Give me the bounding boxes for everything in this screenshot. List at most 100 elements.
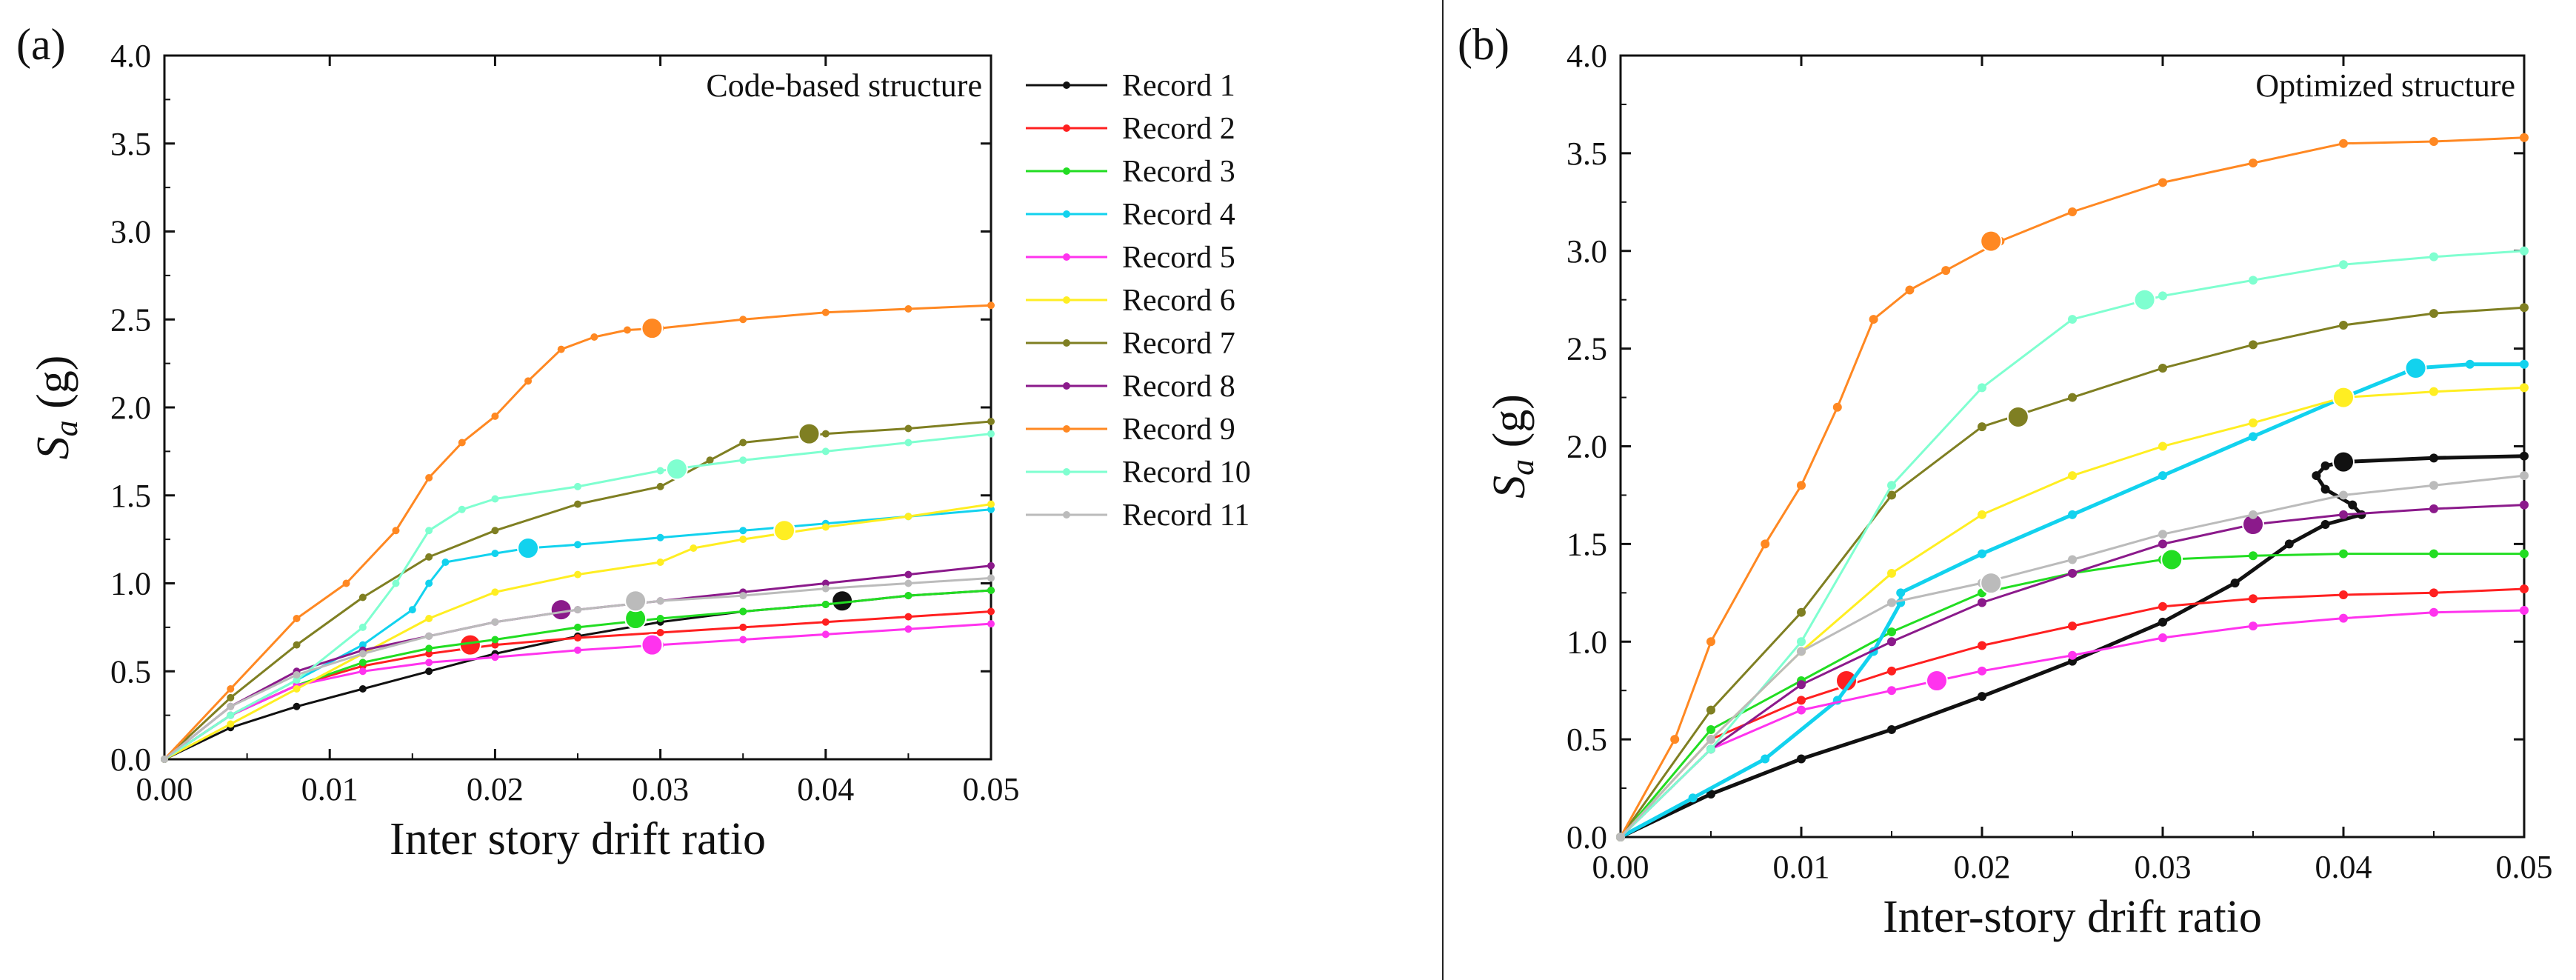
series-record-8 [161, 561, 995, 763]
data-point [2249, 551, 2258, 561]
data-point [2520, 606, 2529, 616]
legend-marker [1063, 339, 1070, 347]
data-point [2312, 471, 2321, 481]
x-axis-title: Inter-story drift ratio [1883, 892, 2262, 942]
data-point [987, 574, 995, 582]
collapse-marker [624, 590, 647, 613]
data-point [904, 424, 912, 433]
series-line [1619, 609, 2525, 839]
y-tick-label: 1.0 [1566, 624, 1607, 660]
data-point [1887, 568, 1896, 578]
y-axis-title-symbol: S [1484, 476, 1535, 499]
data-point [441, 559, 450, 566]
data-point [2230, 579, 2240, 588]
data-point [1832, 402, 1842, 412]
x-tick-label: 0.02 [467, 771, 524, 807]
x-tick-label: 0.00 [1592, 849, 1649, 885]
y-tick-label: 3.0 [1566, 233, 1607, 270]
data-point [2429, 607, 2438, 617]
data-point [2320, 461, 2330, 470]
data-point [1978, 422, 1986, 432]
x-tick-label: 0.03 [2135, 849, 2192, 885]
y-tick-label: 2.0 [1566, 429, 1607, 465]
legend-marker [1063, 167, 1070, 175]
legend-marker [1063, 81, 1070, 89]
data-point [408, 606, 416, 614]
data-point [1978, 598, 1986, 607]
data-point [574, 623, 581, 631]
data-point [2339, 260, 2348, 270]
series-line [1619, 386, 2525, 839]
data-point [2339, 139, 2348, 148]
data-point [2520, 246, 2529, 256]
series-record-7 [1616, 303, 2529, 841]
y-axis-title: Sa (g) [1484, 394, 1541, 499]
data-point [1797, 607, 1806, 617]
data-point [1797, 481, 1806, 490]
data-point [1688, 793, 1698, 803]
data-point [904, 513, 912, 521]
data-point [1896, 588, 1906, 598]
data-point [1706, 744, 1715, 754]
data-point [1797, 680, 1806, 690]
data-point [821, 447, 830, 456]
data-point [821, 601, 830, 608]
data-point [987, 561, 995, 570]
data-point [2068, 207, 2077, 216]
y-tick-label: 1.5 [1566, 526, 1607, 562]
data-point [2520, 500, 2529, 510]
series-record-6 [1616, 383, 2529, 841]
x-tick-label: 0.01 [1773, 849, 1830, 885]
y-tick-label: 0.0 [1566, 819, 1607, 856]
y-axis-title-subscript: a [48, 420, 84, 436]
data-point [2520, 471, 2529, 481]
data-point [987, 620, 995, 628]
data-point [1706, 705, 1715, 715]
structure-annotation: Optimized structure [2255, 67, 2515, 104]
data-point [2158, 530, 2167, 539]
data-point [987, 500, 995, 508]
data-point [358, 650, 367, 658]
legend-label: Record 9 [1122, 413, 1235, 447]
x-tick-label: 0.01 [301, 771, 358, 807]
data-point [1706, 724, 1715, 734]
data-point [2158, 364, 2167, 373]
data-point [987, 607, 995, 616]
legend-label: Record 11 [1122, 499, 1249, 533]
data-point [2339, 490, 2348, 500]
data-point [739, 316, 747, 324]
data-point [656, 559, 664, 566]
data-point [491, 653, 499, 661]
data-point [2429, 137, 2438, 147]
data-point [458, 505, 466, 513]
data-point [739, 456, 747, 464]
data-point [2339, 613, 2348, 623]
data-point [987, 301, 995, 310]
data-point [293, 671, 301, 679]
series-record-11 [161, 574, 995, 763]
data-point [2348, 500, 2358, 510]
data-point [739, 536, 747, 544]
legend-label: Record 8 [1122, 370, 1235, 404]
data-point [904, 570, 912, 579]
data-point [904, 613, 912, 621]
data-point [491, 636, 499, 644]
data-point [2158, 471, 2167, 481]
data-point [227, 693, 235, 701]
data-point [491, 588, 499, 596]
x-tick-label: 0.03 [632, 771, 689, 807]
collapse-marker [550, 599, 573, 621]
data-point [2520, 451, 2529, 461]
data-point [2339, 510, 2348, 519]
data-point [1761, 754, 1770, 764]
data-point [656, 629, 664, 636]
y-tick-label: 0.0 [110, 741, 151, 778]
data-point [1887, 686, 1896, 696]
data-point [2068, 555, 2077, 564]
collapse-marker [1980, 230, 2003, 253]
data-point [739, 607, 747, 616]
data-point [2158, 291, 2167, 301]
data-point [1706, 789, 1715, 799]
data-point [2429, 504, 2438, 513]
y-tick-label: 4.0 [110, 38, 151, 74]
